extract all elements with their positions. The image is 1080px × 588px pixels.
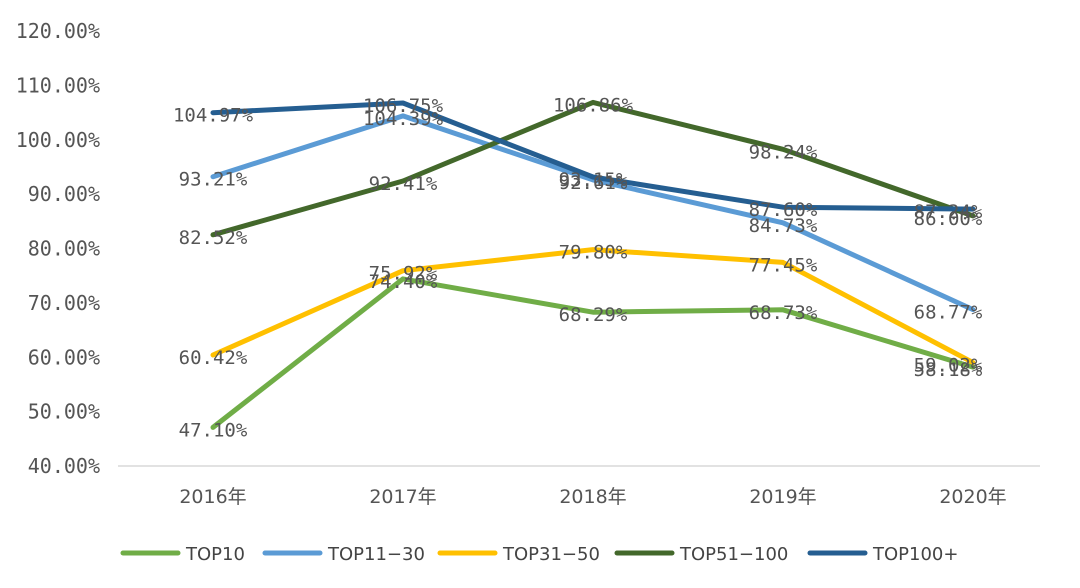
y-tick-label: 50.00%: [28, 400, 100, 424]
series-lines: [210, 99, 976, 430]
legend-label: TOP10: [185, 544, 245, 565]
data-label: 47.10%: [179, 419, 248, 441]
y-tick-label: 60.00%: [28, 345, 100, 369]
data-label: 58.18%: [914, 359, 983, 381]
x-tick-label: 2019年: [749, 486, 816, 508]
data-label: 84.73%: [749, 215, 818, 237]
data-label: 74.40%: [369, 271, 438, 293]
y-tick-label: 100.00%: [16, 128, 100, 152]
series-line-top31-50: [210, 247, 976, 366]
y-tick-label: 40.00%: [28, 454, 100, 478]
data-label: 82.52%: [179, 227, 248, 249]
data-label: 93.21%: [179, 169, 248, 191]
data-label: 77.45%: [749, 254, 818, 276]
series-line-top100-: [210, 100, 976, 212]
y-tick-label: 110.00%: [16, 73, 100, 97]
x-axis: 2016年 2017年 2018年 2019年 2020年: [179, 486, 1006, 508]
legend-label: TOP51−100: [679, 544, 788, 565]
data-label: 92.61%: [559, 172, 628, 194]
y-tick-label: 90.00%: [28, 182, 100, 206]
data-label: 68.73%: [749, 302, 818, 324]
data-label: 68.29%: [559, 304, 628, 326]
data-label: 75.92%: [369, 263, 438, 285]
y-tick-label: 120.00%: [16, 19, 100, 43]
data-label: 106.75%: [363, 95, 444, 117]
data-label: 106.86%: [553, 94, 634, 116]
data-label: 68.77%: [914, 302, 983, 324]
legend-label: TOP31−50: [502, 544, 600, 565]
data-label: 60.42%: [179, 347, 248, 369]
data-label: 98.24%: [749, 141, 818, 163]
legend-label: TOP11−30: [327, 544, 425, 565]
y-tick-label: 80.00%: [28, 237, 100, 261]
data-label: 92.41%: [369, 173, 438, 195]
data-label: 104.97%: [173, 105, 254, 127]
series-line-top10: [210, 276, 976, 430]
legend: TOP10 TOP11−30 TOP31−50 TOP51−100 TOP100+: [120, 544, 958, 565]
x-tick-label: 2016年: [179, 486, 246, 508]
y-tick-label: 70.00%: [28, 291, 100, 315]
legend-label: TOP100+: [872, 544, 958, 565]
data-label: 59.02%: [914, 355, 983, 377]
x-tick-label: 2017年: [369, 486, 436, 508]
y-axis: 40.00% 50.00% 60.00% 70.00% 80.00% 90.00% 100.…: [16, 19, 100, 478]
data-label: 79.80%: [559, 242, 628, 264]
data-labels: 47.10% 74.40% 68.29% 68.73% 58.18% 93.21% 104.…: [173, 94, 983, 441]
x-tick-label: 2018年: [559, 486, 626, 508]
series-line-top11-30: [210, 113, 976, 313]
data-label: 93.15%: [559, 169, 628, 191]
data-label: 87.24%: [914, 201, 983, 223]
series-line-top51-100: [210, 99, 976, 238]
x-tick-label: 2020年: [939, 486, 1006, 508]
data-label: 104.39%: [363, 108, 444, 130]
data-label: 86.00%: [914, 208, 983, 230]
data-label: 87.60%: [749, 199, 818, 221]
